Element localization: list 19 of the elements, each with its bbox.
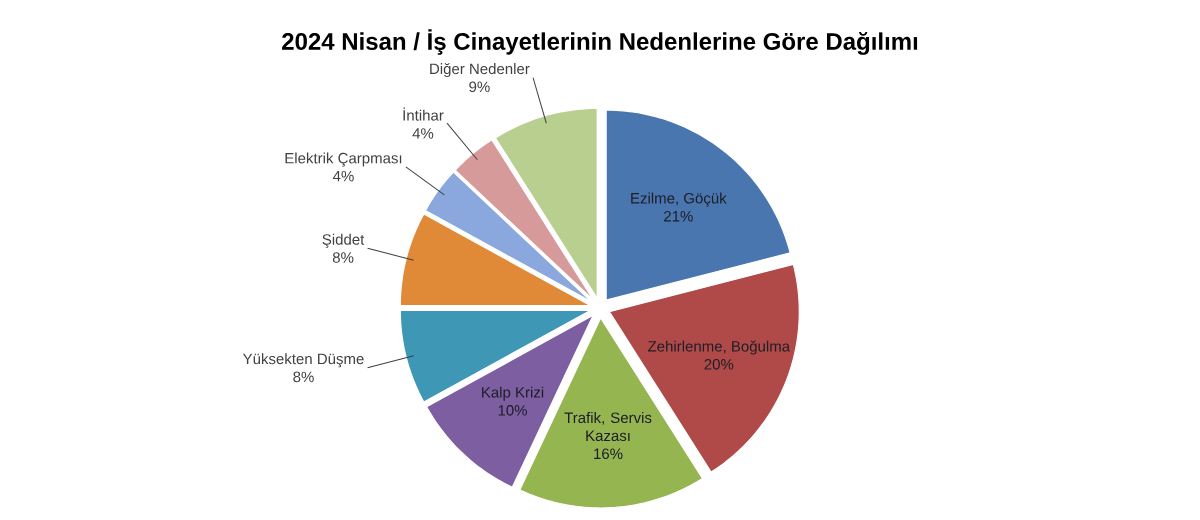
slice-label: Diğer Nedenler <box>430 62 530 78</box>
data-label: 10% <box>498 405 527 416</box>
data-label: 9% <box>469 81 490 93</box>
data-label: 4% <box>332 170 354 182</box>
data-label: 8% <box>293 371 314 383</box>
slice-label: Kalp Krizi <box>482 386 544 401</box>
data-label: 16% <box>594 448 623 460</box>
slice-label: Şiddet <box>322 233 365 248</box>
slice-label: Yüksekten Düşme <box>242 353 364 368</box>
data-label: 21% <box>664 210 693 222</box>
chart-title: 2024 Nisan / İş Cinayetlerinin Nedenlerine Göre Dağılımı <box>282 29 918 55</box>
slice-label: Ezilme, Göçük <box>631 192 727 207</box>
slice-label: Zehirlenme, Boğulma <box>648 340 791 355</box>
slice-label: Elektrik Çarpması <box>285 152 402 167</box>
data-label: 4% <box>412 128 434 139</box>
slice-label: Trafik, Servis Kazası <box>564 412 652 442</box>
slice-label: İntihar <box>403 107 444 121</box>
data-label: 8% <box>332 252 354 263</box>
data-label: 20% <box>704 359 734 370</box>
